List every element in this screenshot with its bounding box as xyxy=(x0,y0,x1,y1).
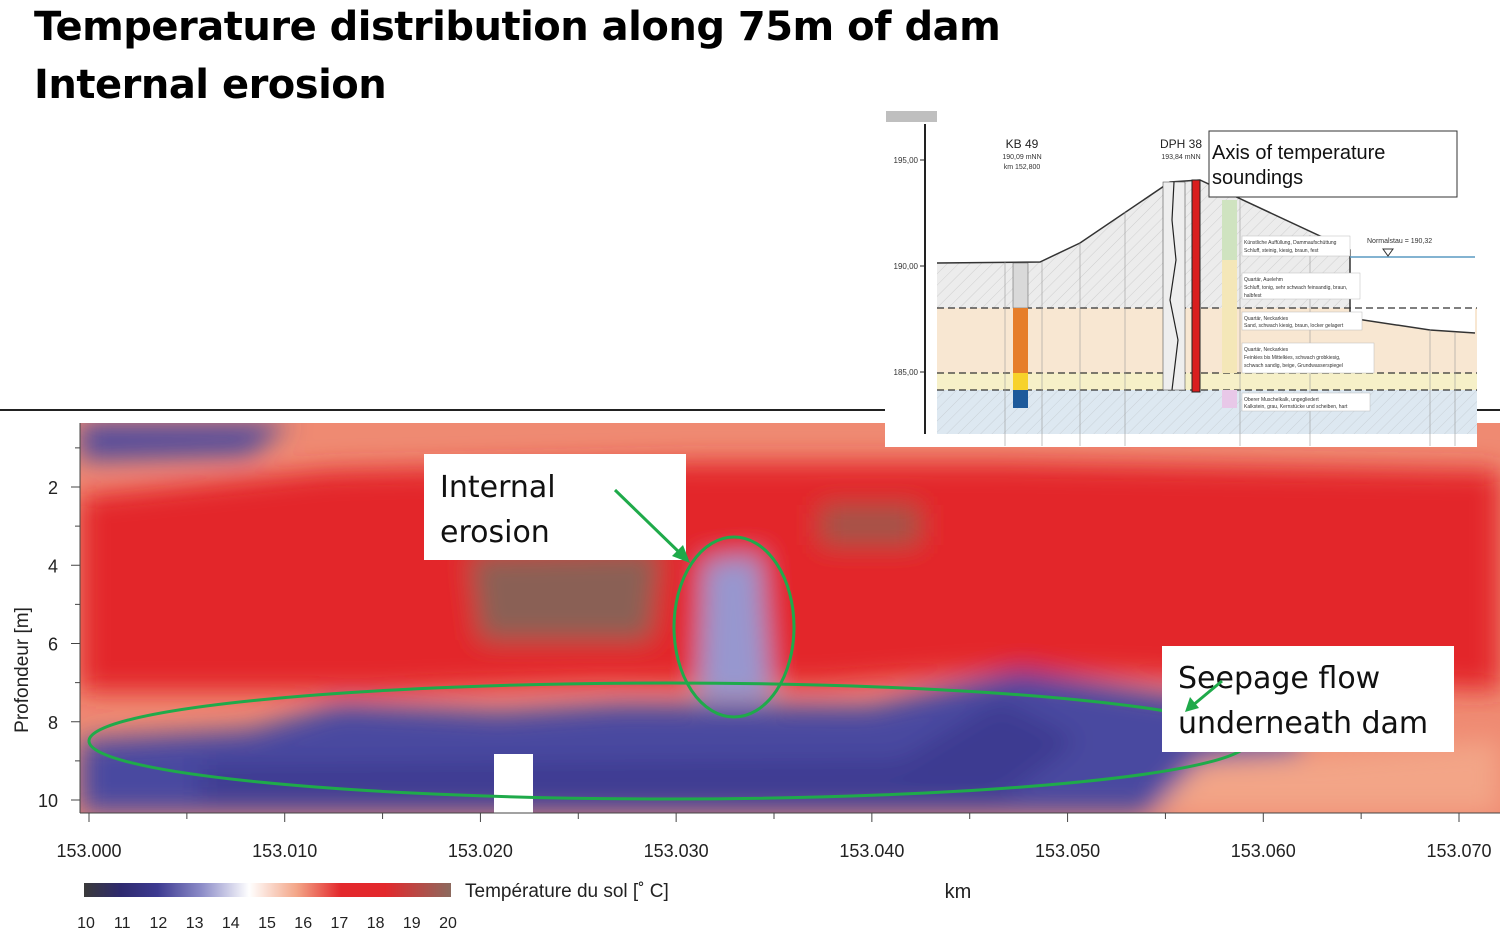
kb49-borehole-sand xyxy=(1013,308,1028,373)
y-tick-label-0: 2 xyxy=(48,478,58,498)
warm-bottom-right xyxy=(1150,740,1500,813)
y-tick-label-1: 4 xyxy=(48,556,58,576)
colorbar-tick-2: 12 xyxy=(150,915,168,932)
colorbar-tick-5: 15 xyxy=(258,915,276,932)
y-axis-ticks: 2 4 6 8 10 xyxy=(38,447,80,811)
axis-of-soundings-marker xyxy=(1191,179,1201,393)
slide-title-line-2: Internal erosion xyxy=(34,62,387,108)
seepage-flow-arrow xyxy=(1191,679,1223,708)
kb49-label: KB 49 xyxy=(1006,137,1039,151)
layer-4-line-3: schwach sandig, beige, Grundwasserspiege… xyxy=(1244,363,1343,369)
x-tick-label-1: 153.010 xyxy=(252,841,317,861)
profile-column-mid xyxy=(1222,260,1237,373)
x-axis-ticks: 153.000 153.010 153.020 153.030 153.040 153.0… xyxy=(56,813,1492,861)
dph38-label: DPH 38 xyxy=(1160,137,1202,151)
x-tick-label-5: 153.050 xyxy=(1035,841,1100,861)
y-axis-label: Profondeur [m] xyxy=(12,607,33,733)
profile-column-bottom xyxy=(1222,390,1237,408)
no-data-gap xyxy=(494,754,533,813)
internal-erosion-annotation: Internal erosion xyxy=(424,454,796,719)
colorbar: 10 11 12 13 14 15 16 17 18 19 20 Température du so… xyxy=(77,881,669,932)
kb49-km: km 152,800 xyxy=(1004,164,1041,171)
heatmap-field xyxy=(80,423,1500,813)
kb49-borehole-gravel xyxy=(1013,373,1028,390)
layer-5-line-2: Kalkstein, grau, Kernstücke und scheiben… xyxy=(1244,404,1348,410)
x-tick-label-0: 153.000 xyxy=(56,841,121,861)
layer-4-line-1: Quartär, Neckarkies xyxy=(1244,347,1289,353)
axis-label-box xyxy=(1208,130,1458,198)
colorbar-tick-8: 18 xyxy=(367,915,385,932)
y-tick-label-4: 10 xyxy=(38,791,58,811)
layer-1-line-2: Schluff, steinig, kiesig, braun, fest xyxy=(1244,248,1319,254)
x-tick-label-2: 153.020 xyxy=(448,841,513,861)
profile-column-top xyxy=(1222,200,1237,260)
divider-line xyxy=(0,409,1500,411)
layer-3-line-1: Quartär, Neckarkies xyxy=(1244,316,1289,322)
layer-5-line-1: Oberer Muschelkalk, ungegliedert xyxy=(1244,397,1319,403)
slide-title-line-1: Temperature distribution along 75m of da… xyxy=(34,4,1001,50)
colorbar-tick-6: 16 xyxy=(294,915,312,932)
seepage-flow-label-line-2: underneath dam xyxy=(1178,706,1428,741)
cold-top-left xyxy=(80,423,290,460)
colorbar-tick-0: 10 xyxy=(77,915,95,932)
cold-bottom-deep xyxy=(200,700,1080,800)
dph38-sounding-curve xyxy=(1169,181,1179,391)
colorbar-tick-10: 20 xyxy=(439,915,457,932)
colorbar-tick-1: 11 xyxy=(114,915,131,932)
colorbar-tick-9: 19 xyxy=(403,915,421,932)
internal-erosion-box xyxy=(424,454,686,560)
colorbar-tick-4: 14 xyxy=(222,915,240,932)
layer-2-line-2: Schluff, tonig, sehr schwach feinsandig,… xyxy=(1244,285,1347,291)
colorbar-gradient xyxy=(84,883,451,897)
kb49-borehole-rock xyxy=(1013,390,1028,408)
layer-legend: Künstliche Auffüllung, Dammaufschüttung … xyxy=(1241,235,1375,412)
internal-erosion-label-line-2: erosion xyxy=(440,515,550,550)
kb49-elevation: 190,09 mNN xyxy=(1002,154,1041,161)
normalstau-label: Normalstau = 190,32 xyxy=(1367,238,1432,245)
hot-core-right xyxy=(820,505,920,545)
layer-gravel xyxy=(937,373,1477,390)
x-tick-label-6: 153.060 xyxy=(1231,841,1296,861)
inset-y-tick-195: 195,00 xyxy=(894,156,919,165)
internal-erosion-arrow xyxy=(613,488,684,557)
layer-2-line-3: halbfest xyxy=(1244,293,1262,299)
x-tick-label-7: 153.070 xyxy=(1426,841,1491,861)
dam-cross-section-inset: 195,00 190,00 185,00 Normalstau = 190,32 xyxy=(885,110,1477,447)
axis-label-line-2: soundings xyxy=(1212,167,1303,189)
inset-y-tick-185: 185,00 xyxy=(894,368,919,377)
kb49-borehole-top xyxy=(1012,262,1029,309)
layer-4-line-2: Feinkies bis Mittelkies, schwach grobkie… xyxy=(1244,355,1340,361)
colorbar-tick-7: 17 xyxy=(331,915,349,932)
x-axis-label: km xyxy=(945,881,972,903)
inset-scale-bar xyxy=(886,111,937,122)
colorbar-tick-3: 13 xyxy=(186,915,204,932)
cold-intrusion xyxy=(698,555,772,700)
layer-2-line-1: Quartär, Auelehm xyxy=(1244,277,1283,283)
dph38-elevation: 193,84 mNN xyxy=(1161,154,1200,161)
layer-1-line-1: Künstliche Auffüllung, Dammaufschüttung xyxy=(1244,240,1337,246)
colorbar-label: Température du sol [˚ C] xyxy=(465,881,669,902)
water-level-marker xyxy=(1382,248,1394,257)
y-tick-label-3: 8 xyxy=(48,713,58,733)
internal-erosion-arrowhead xyxy=(672,545,690,563)
y-tick-label-2: 6 xyxy=(48,635,58,655)
internal-erosion-label-line-1: Internal xyxy=(440,470,556,505)
axis-label-line-1: Axis of temperature xyxy=(1212,142,1385,164)
x-tick-label-4: 153.040 xyxy=(839,841,904,861)
layer-3-line-2: Sand, schwach kiesig, braun, locker gela… xyxy=(1244,323,1344,329)
seepage-flow-box xyxy=(1162,646,1454,752)
colorbar-ticks: 10 11 12 13 14 15 16 17 18 19 20 xyxy=(77,915,457,932)
seepage-flow-annotation: Seepage flow underneath dam xyxy=(87,646,1454,801)
seepage-flow-arrowhead xyxy=(1185,697,1199,712)
internal-erosion-ellipse xyxy=(672,535,796,719)
dph38-sounding-column xyxy=(1162,181,1186,391)
x-tick-label-3: 153.030 xyxy=(644,841,709,861)
inset-y-tick-190: 190,00 xyxy=(894,262,919,271)
hot-core xyxy=(470,550,660,640)
